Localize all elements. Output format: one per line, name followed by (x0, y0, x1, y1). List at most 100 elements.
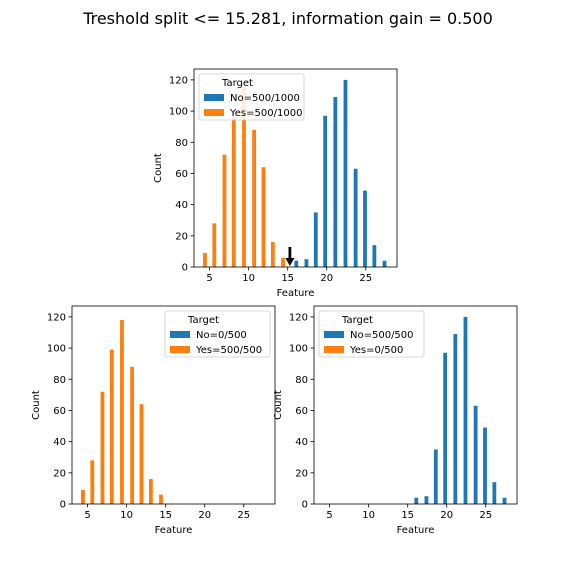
bar-no-4 (333, 97, 338, 267)
bar-yes-8 (281, 257, 285, 267)
y-axis-label: Count (153, 153, 164, 183)
legend-label-yes: Yes=500/1000 (229, 108, 302, 119)
bar-no-6 (473, 405, 478, 504)
y-tick-label: 100 (169, 107, 188, 118)
y-tick-label: 80 (295, 375, 308, 386)
threshold-arrow-icon (285, 247, 295, 266)
bar-yes-7 (270, 242, 275, 267)
x-tick-label: 10 (362, 510, 375, 521)
legend-label-no: No=0/500 (196, 330, 247, 341)
legend: Target No=0/500 Yes=500/500 (164, 310, 271, 358)
bar-no-2 (313, 212, 318, 267)
bar-no-3 (443, 352, 448, 504)
bar-no-3 (323, 115, 328, 268)
y-tick-label: 120 (289, 312, 308, 323)
plot-frame (71, 305, 276, 505)
legend-title: Target (341, 315, 373, 326)
x-axis-label: Feature (277, 288, 315, 299)
bar-yes-0 (81, 489, 85, 504)
figure-title: Treshold split <= 15.281, information ga… (82, 9, 493, 28)
bar-no-1 (424, 496, 429, 504)
y-tick-label: 0 (302, 500, 308, 511)
legend-title: Target (221, 78, 253, 89)
legend-box (318, 310, 425, 358)
x-tick-label: 5 (84, 510, 90, 521)
x-tick-label: 10 (242, 273, 255, 284)
y-tick-label: 20 (295, 468, 308, 479)
legend-box (198, 73, 305, 121)
legend-label-yes: Yes=0/500 (349, 345, 403, 356)
legend-swatch-yes (324, 346, 344, 353)
legend: Target No=500/500 Yes=0/500 (318, 310, 425, 358)
x-tick-label: 15 (281, 273, 294, 284)
y-axis-label: Count (31, 390, 42, 420)
bar-no-0 (414, 497, 419, 504)
legend-label-no: No=500/1000 (230, 93, 300, 104)
x-tick-label: 25 (237, 510, 250, 521)
x-tick-label: 10 (120, 510, 133, 521)
plot-frame (193, 68, 398, 268)
bar-yes-6 (139, 404, 144, 504)
bar-yes-1 (90, 460, 95, 504)
x-tick-label: 15 (159, 510, 172, 521)
bar-yes-0 (203, 252, 207, 267)
bar-no-8 (372, 245, 377, 267)
bar-no-8 (492, 482, 497, 504)
plot-frame (313, 305, 518, 505)
bar-yes-6 (261, 167, 266, 267)
bar-no-4 (453, 334, 458, 504)
chart-top: 5 10 15 20 25 0 20 40 60 80 100 120 Feature Count Targ… (153, 68, 398, 299)
x-axis-label: Feature (155, 525, 193, 536)
legend-swatch-no (324, 331, 344, 338)
bar-no-5 (463, 316, 468, 504)
chart-bottom-right: 5 10 15 20 25 0 20 40 60 80 100 120 Feature Count Targ… (273, 305, 518, 536)
y-tick-label: 80 (53, 375, 66, 386)
x-tick-label: 20 (440, 510, 453, 521)
x-axis-label: Feature (397, 525, 435, 536)
bar-yes-4 (120, 320, 124, 504)
legend-swatch-no (170, 331, 190, 338)
y-tick-label: 100 (47, 344, 66, 355)
y-tick-label: 40 (53, 437, 66, 448)
bar-no-2 (433, 449, 438, 504)
bar-yes-1 (212, 223, 217, 267)
bar-no-5 (343, 79, 348, 267)
bar-yes-5 (252, 129, 257, 267)
x-tick-label: 15 (401, 510, 414, 521)
x-tick-label: 5 (326, 510, 332, 521)
legend-box (164, 310, 271, 358)
y-tick-label: 100 (289, 344, 308, 355)
y-tick-label: 60 (175, 169, 188, 180)
bar-yes-3 (231, 112, 236, 268)
bar-no-9 (382, 260, 387, 267)
y-tick-label: 20 (53, 468, 66, 479)
bar-no-9 (502, 497, 507, 504)
bar-yes-5 (130, 366, 135, 504)
y-tick-label: 120 (169, 75, 188, 86)
bar-yes-8 (159, 494, 163, 504)
legend-swatch-yes (204, 109, 224, 116)
y-tick-label: 80 (175, 138, 188, 149)
bar-no-7 (483, 427, 487, 504)
y-tick-label: 0 (182, 263, 188, 274)
legend-swatch-no (204, 94, 224, 101)
y-tick-label: 60 (295, 406, 308, 417)
y-axis-label: Count (273, 390, 284, 420)
bar-no-6 (353, 168, 358, 267)
legend-label-no: No=500/500 (350, 330, 414, 341)
bar-yes-7 (148, 479, 153, 504)
bar-no-7 (363, 190, 367, 267)
x-tick-label: 20 (320, 273, 333, 284)
y-tick-label: 20 (175, 231, 188, 242)
x-tick-label: 25 (479, 510, 492, 521)
y-tick-label: 120 (47, 312, 66, 323)
x-tick-label: 20 (198, 510, 211, 521)
legend: Target No=500/1000 Yes=500/1000 (198, 73, 305, 121)
x-tick-label: 5 (206, 273, 212, 284)
legend-label-yes: Yes=500/500 (195, 345, 262, 356)
bar-yes-4 (242, 83, 246, 267)
y-tick-label: 0 (60, 500, 66, 511)
legend-swatch-yes (170, 346, 190, 353)
y-tick-label: 40 (175, 200, 188, 211)
